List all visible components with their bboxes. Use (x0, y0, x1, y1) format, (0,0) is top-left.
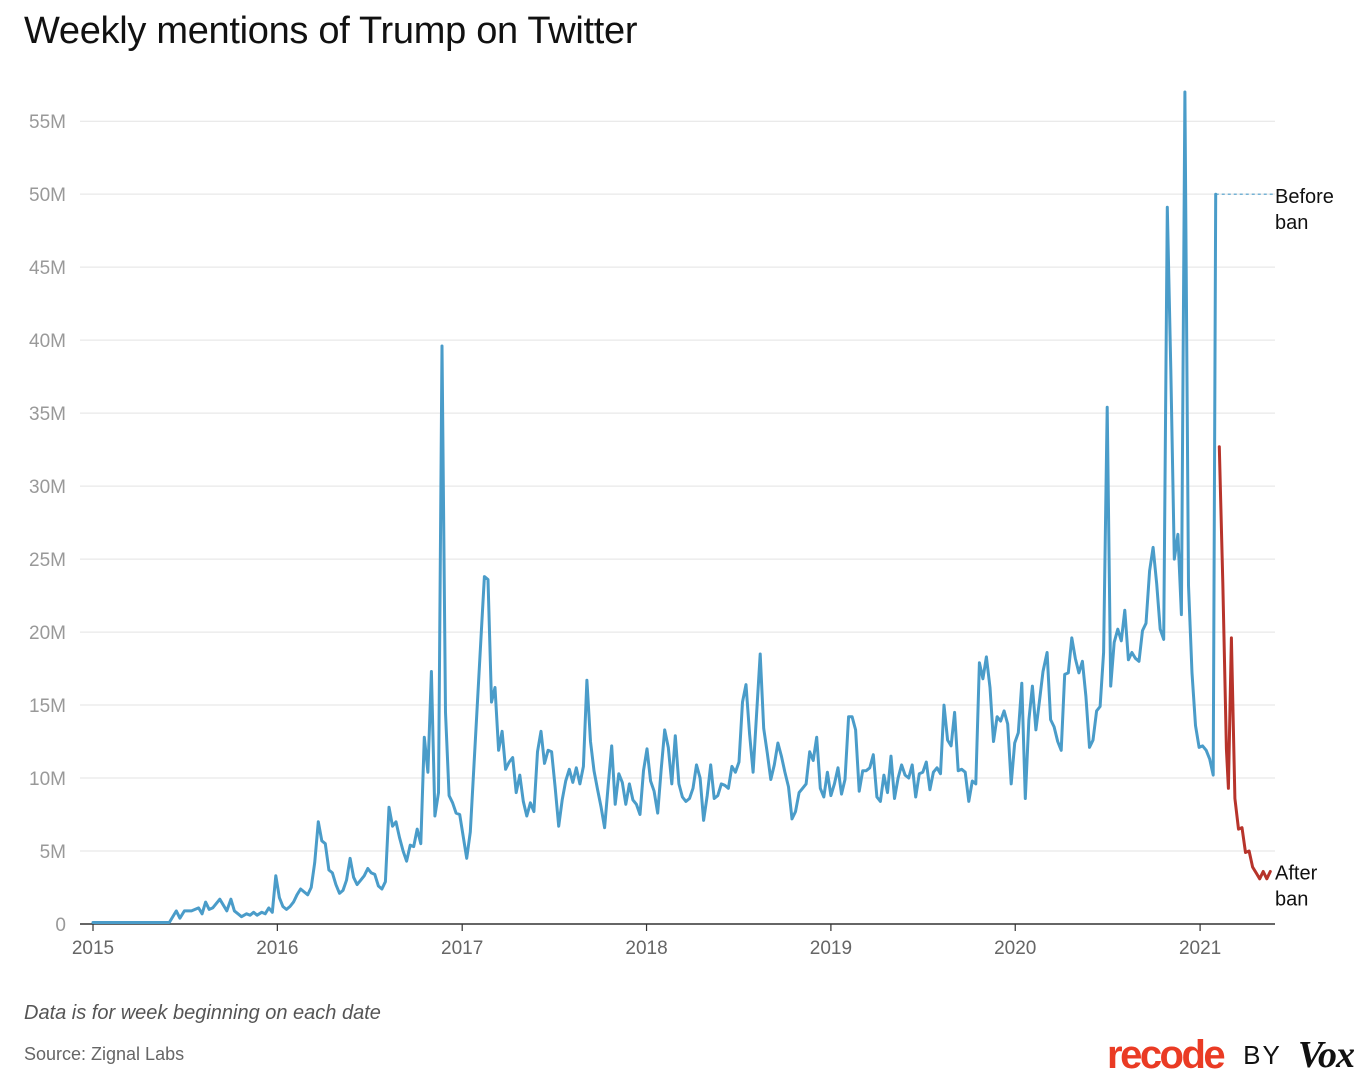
annotations: Before ban After ban (1215, 186, 1334, 910)
recode-logo: recode (1107, 1032, 1226, 1077)
y-tick-label: 5M (40, 842, 66, 863)
y-axis-ticks: 0 5M 10M 15M 20M 25M 30M 35M 40M 45M 50M 55M (29, 112, 66, 936)
y-tick-label: 15M (29, 696, 66, 717)
x-tick-label: 2021 (1179, 938, 1221, 959)
x-tick-label: 2018 (625, 938, 667, 959)
series-lines (91, 90, 1272, 924)
y-tick-label: 45M (29, 258, 66, 279)
chart-title: Weekly mentions of Trump on Twitter (24, 10, 638, 52)
before-ban-label: Before ban (1275, 186, 1334, 234)
brand-by-text: BY (1243, 1039, 1282, 1070)
x-tick-label: 2016 (256, 938, 298, 959)
brand-logo: recode BY Vox (1107, 1030, 1355, 1080)
y-tick-label: 25M (29, 550, 66, 571)
x-tick-label: 2020 (994, 938, 1036, 959)
x-tick-label: 2019 (810, 938, 852, 959)
y-tick-label: 30M (29, 477, 66, 498)
vox-logo: Vox (1297, 1034, 1355, 1076)
chart-note: Data is for week beginning on each date (24, 1002, 381, 1024)
y-tick-label: 55M (29, 112, 66, 133)
series-line-after_ban (1217, 445, 1272, 881)
y-tick-label: 40M (29, 331, 66, 352)
grid-lines (80, 120, 1275, 852)
x-axis-ticks: 2015 2016 2017 2018 2019 2020 2021 (72, 923, 1275, 959)
after-ban-label: After ban (1275, 862, 1318, 910)
x-tick-label: 2017 (441, 938, 483, 959)
x-tick-label: 2015 (72, 938, 114, 959)
y-tick-label: 35M (29, 404, 66, 425)
y-tick-label: 50M (29, 185, 66, 206)
y-tick-label: 20M (29, 623, 66, 644)
y-tick-label: 10M (29, 769, 66, 790)
series-line-before_ban (91, 90, 1218, 924)
y-tick-label: 0 (55, 915, 66, 936)
chart-source: Source: Zignal Labs (24, 1044, 185, 1064)
